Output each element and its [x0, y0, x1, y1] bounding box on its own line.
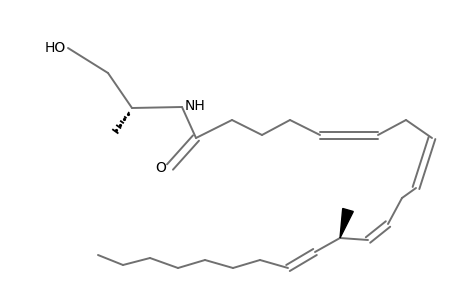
Polygon shape	[339, 208, 353, 238]
Text: NH: NH	[185, 99, 205, 113]
Text: O: O	[155, 161, 166, 175]
Text: HO: HO	[45, 41, 66, 55]
